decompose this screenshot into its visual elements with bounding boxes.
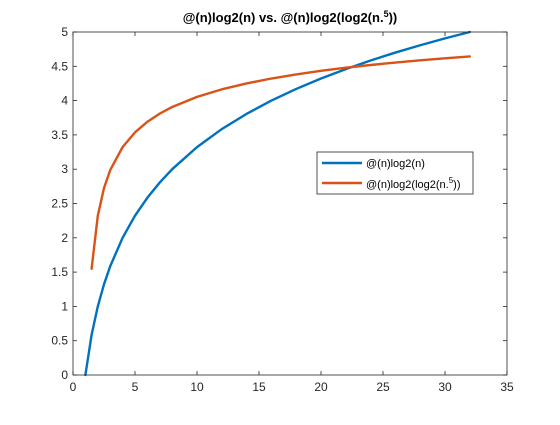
legend-label-series-2-text: @(n)log2(log2(n.: [366, 179, 449, 191]
y-tick-label: 3.5: [51, 128, 68, 142]
y-tick-label: 2.5: [51, 197, 68, 211]
x-tick-label: 0: [70, 380, 77, 394]
ticks-layer: 0 5 10 15 20 25 30 35 0 0.5 1 1.5 2 2.5 3 3.5 4 4.5 5: [51, 25, 514, 394]
series-line-2: [90, 55, 471, 271]
chart-title: @(n)log2(n) vs. @(n)log2(log2(n.5)): [183, 9, 398, 25]
y-tick-label: 2: [61, 231, 68, 245]
x-tick-label: 20: [314, 380, 328, 394]
y-tick-label: 3: [61, 162, 68, 176]
y-tick-label: 1: [61, 299, 68, 313]
x-tick-label: 30: [438, 380, 452, 394]
legend-label-series-1: @(n)log2(n): [366, 158, 425, 170]
legend-label-series-2-end: )): [453, 179, 460, 191]
y-tick-label: 0: [61, 368, 68, 382]
legend: @(n)log2(n) @(n)log2(log2(n.5)): [316, 151, 474, 195]
chart-title-superscript: 5: [384, 9, 389, 19]
y-tick-label: 4: [61, 94, 68, 108]
x-tick-label: 10: [190, 380, 204, 394]
chart-title-end: )): [389, 10, 398, 25]
plot-area: [73, 32, 507, 375]
x-tick-label: 15: [252, 380, 266, 394]
legend-label-series-2-superscript: 5: [449, 176, 454, 185]
series-line-1: [84, 30, 471, 377]
y-tick-label: 0.5: [51, 334, 68, 348]
y-tick-label: 1.5: [51, 265, 68, 279]
y-tick-label: 5: [61, 25, 68, 39]
series-layer: [84, 30, 471, 377]
legend-box: [316, 151, 474, 195]
y-tick-label: 4.5: [51, 59, 68, 73]
x-tick-label: 35: [500, 380, 514, 394]
x-tick-label: 25: [376, 380, 390, 394]
legend-label-series-2: @(n)log2(log2(n.5)): [366, 176, 461, 191]
chart-title-text: @(n)log2(n) vs. @(n)log2(log2(n.: [183, 10, 384, 25]
x-tick-label: 5: [132, 380, 139, 394]
